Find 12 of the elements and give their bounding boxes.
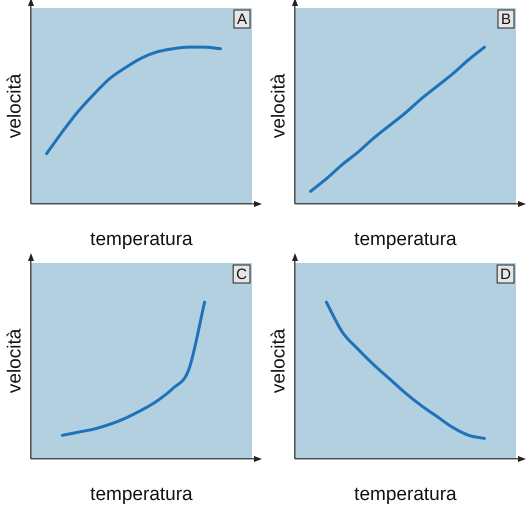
x-axis-title: temperatura (354, 228, 458, 250)
y-axis-title: velocità (268, 328, 290, 394)
x-axis-title: temperatura (354, 484, 458, 505)
y-axis-title: velocità (4, 73, 26, 138)
text: B (500, 11, 512, 28)
y-axis-title: velocità (268, 73, 290, 138)
y-axis-title: velocità (4, 328, 26, 394)
x-axis-title: temperatura (90, 484, 194, 505)
text: C (236, 266, 248, 284)
text: D (500, 266, 512, 284)
x-axis-title: temperatura (90, 228, 194, 250)
text: A (236, 11, 248, 28)
